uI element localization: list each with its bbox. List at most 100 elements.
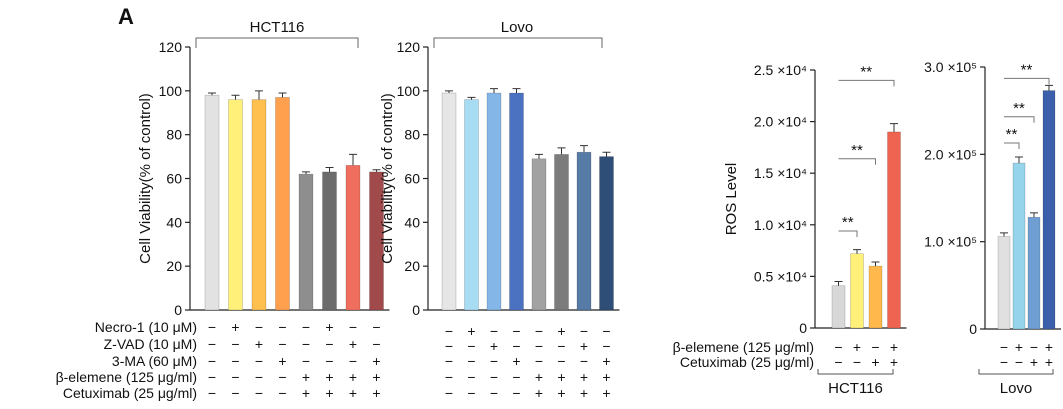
y-tick-label: 0 bbox=[799, 320, 807, 336]
condition-sign: − bbox=[871, 339, 879, 355]
condition-sign: − bbox=[302, 353, 310, 369]
error-bar bbox=[302, 171, 310, 175]
significance-bracket bbox=[838, 158, 876, 165]
condition-sign: − bbox=[512, 369, 520, 385]
condition-sign: + bbox=[302, 385, 310, 401]
bar bbox=[554, 154, 569, 311]
condition-sign: − bbox=[1000, 339, 1008, 355]
group-bracket bbox=[978, 369, 1054, 375]
condition-sign: − bbox=[231, 385, 239, 401]
bar bbox=[204, 94, 220, 311]
condition-sign: − bbox=[255, 385, 263, 401]
y-tick-label: 2.5 ×10⁴ bbox=[754, 62, 807, 78]
condition-sign: − bbox=[445, 385, 453, 401]
bar bbox=[531, 158, 547, 311]
condition-sign: + bbox=[490, 338, 498, 354]
condition-sign: + bbox=[325, 319, 333, 335]
condition-sign: − bbox=[834, 339, 842, 355]
condition-sign: + bbox=[871, 354, 879, 370]
condition-label: Z-VAD (10 μM) bbox=[104, 336, 197, 352]
error-bar bbox=[890, 123, 898, 132]
y-tick-label: 40 bbox=[404, 214, 420, 230]
condition-sign: − bbox=[602, 323, 610, 339]
title-bracket bbox=[433, 37, 603, 48]
bar bbox=[464, 99, 479, 311]
condition-sign: − bbox=[1015, 354, 1023, 370]
error-bar bbox=[208, 92, 216, 96]
condition-sign: + bbox=[535, 369, 543, 385]
y-tick-label: 20 bbox=[404, 258, 420, 274]
condition-sign: + bbox=[557, 385, 565, 401]
condition-sign: − bbox=[208, 319, 216, 335]
condition-sign: − bbox=[208, 336, 216, 352]
condition-sign: − bbox=[325, 353, 333, 369]
condition-sign: + bbox=[467, 323, 475, 339]
condition-sign: − bbox=[231, 353, 239, 369]
group-label: Lovo bbox=[1000, 380, 1033, 397]
y-tick-label: 1.5 ×10⁴ bbox=[754, 165, 807, 181]
chart-hct116-ros: 0 0.5 ×10⁴ 1.0 ×10⁴ 1.5 ×10⁴ 2.0 ×10⁴ 2.5 ×10… bbox=[673, 62, 907, 397]
condition-sign: + bbox=[1045, 339, 1053, 355]
condition-sign: + bbox=[580, 385, 588, 401]
condition-sign: − bbox=[602, 338, 610, 354]
condition-sign: + bbox=[853, 339, 861, 355]
error-bar bbox=[372, 169, 381, 172]
condition-sign: + bbox=[602, 353, 610, 369]
error-bar bbox=[1015, 156, 1023, 164]
condition-sign: − bbox=[834, 354, 842, 370]
error-bar bbox=[580, 145, 588, 153]
bar bbox=[345, 165, 361, 311]
condition-sign: − bbox=[490, 323, 498, 339]
condition-sign: − bbox=[278, 385, 286, 401]
condition-sign: − bbox=[512, 338, 520, 354]
significance-label: ** bbox=[842, 214, 854, 231]
condition-sign: − bbox=[490, 369, 498, 385]
chart-hct116-viability: 0 20 40 60 80 100 120 Cell Viability(% of contr… bbox=[56, 19, 390, 401]
condition-sign: + bbox=[602, 369, 610, 385]
y-tick-label: 100 bbox=[159, 83, 183, 99]
condition-sign: − bbox=[372, 319, 380, 335]
condition-sign: − bbox=[467, 353, 475, 369]
group-bracket bbox=[817, 369, 894, 375]
condition-label: Cetuximab (25 μg/ml) bbox=[680, 354, 814, 370]
y-tick-label: 0.5 ×10⁴ bbox=[754, 268, 807, 284]
bar bbox=[868, 265, 883, 329]
condition-sign: − bbox=[445, 338, 453, 354]
error-bar bbox=[1030, 212, 1038, 218]
bar bbox=[486, 92, 502, 311]
condition-sign: + bbox=[325, 369, 333, 385]
condition-sign: − bbox=[512, 385, 520, 401]
condition-sign: − bbox=[557, 338, 565, 354]
condition-sign: − bbox=[255, 319, 263, 335]
y-tick-label: 2.0 ×10⁴ bbox=[754, 114, 807, 130]
condition-sign: + bbox=[231, 319, 239, 335]
significance-bracket bbox=[1004, 77, 1050, 85]
bar bbox=[599, 156, 614, 311]
condition-sign: − bbox=[557, 353, 565, 369]
bar bbox=[1027, 216, 1041, 330]
y-tick-label: 0 bbox=[969, 321, 977, 337]
condition-sign: − bbox=[302, 319, 310, 335]
condition-sign: − bbox=[208, 385, 216, 401]
condition-sign: − bbox=[1000, 354, 1008, 370]
panel-label: A bbox=[118, 4, 134, 29]
condition-sign: − bbox=[231, 369, 239, 385]
chart-title: HCT116 bbox=[250, 19, 305, 36]
error-bar bbox=[1045, 84, 1053, 91]
bar bbox=[275, 97, 290, 311]
condition-sign: + bbox=[1030, 354, 1038, 370]
y-tick-label: 0 bbox=[174, 302, 182, 318]
y-tick-label: 1.0 ×10⁵ bbox=[924, 234, 977, 250]
bar bbox=[228, 99, 243, 311]
title-bracket bbox=[195, 37, 359, 48]
condition-sign: − bbox=[580, 353, 588, 369]
error-bar bbox=[512, 88, 521, 94]
y-tick-label: 3.0 ×10⁵ bbox=[924, 59, 977, 75]
condition-sign: + bbox=[602, 385, 610, 401]
y-tick-label: 100 bbox=[397, 83, 421, 99]
condition-sign: + bbox=[512, 353, 520, 369]
bar bbox=[509, 92, 524, 311]
error-bar bbox=[834, 281, 843, 286]
bar bbox=[997, 236, 1011, 330]
